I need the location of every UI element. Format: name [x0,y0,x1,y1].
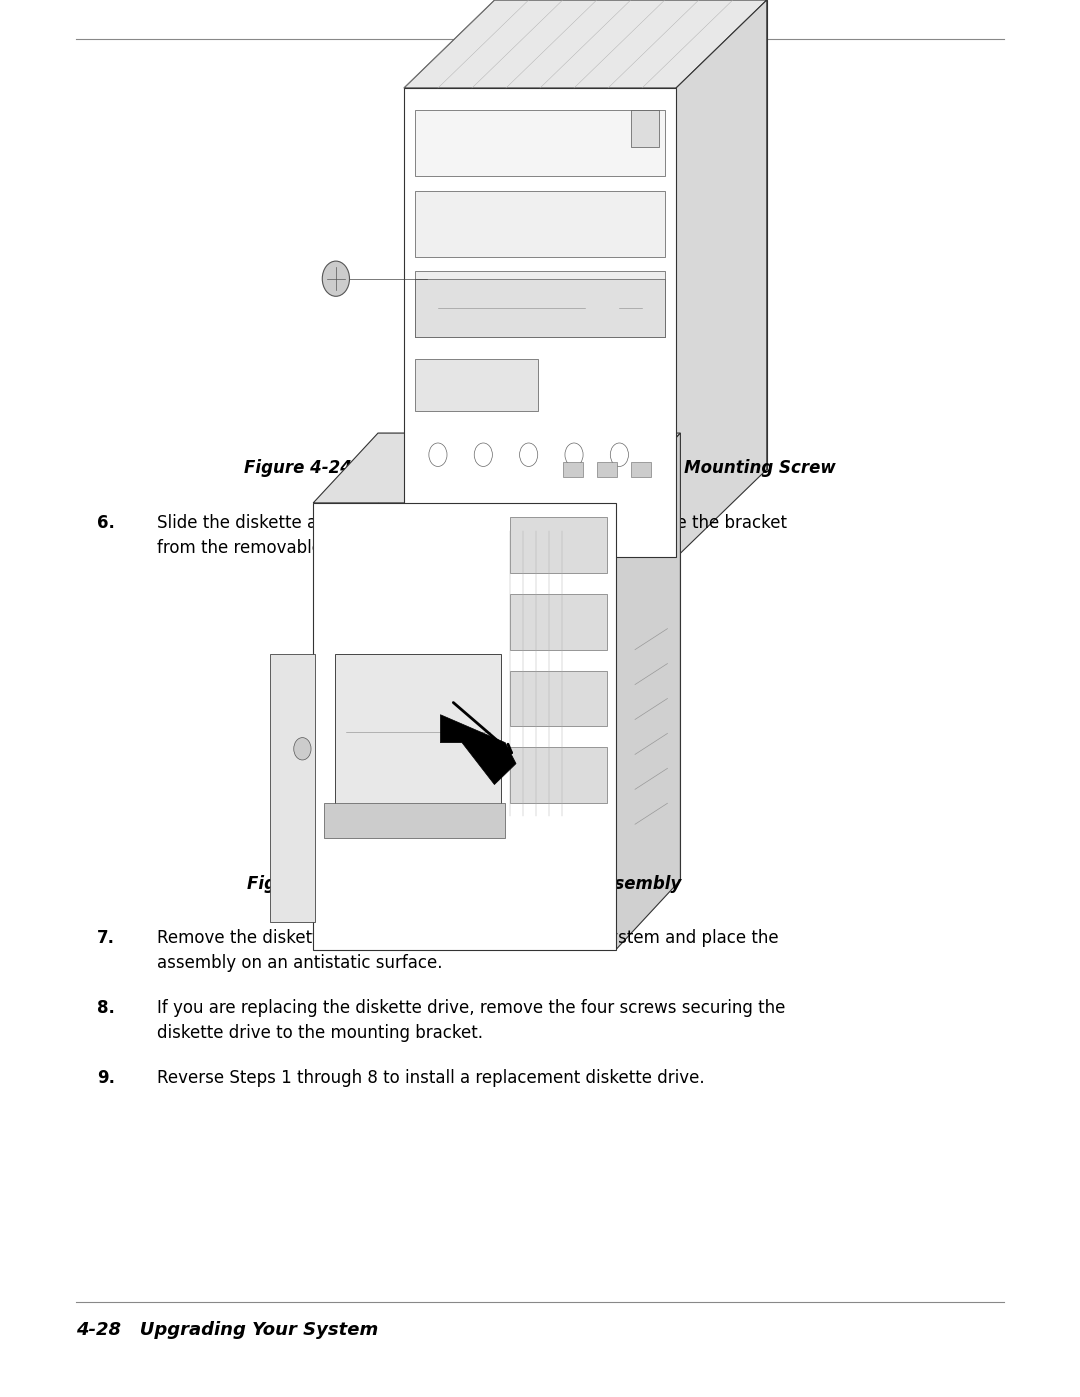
Text: Reverse Steps 1 through 8 to install a replacement diskette drive.: Reverse Steps 1 through 8 to install a r… [157,1069,704,1087]
Polygon shape [495,0,767,469]
Bar [510,671,607,726]
Bar [415,271,665,337]
Text: 8.: 8. [97,999,116,1017]
Bar [270,654,315,922]
Bar [631,110,659,147]
Bar [510,517,607,573]
Bar [415,190,665,257]
Bar [631,462,651,476]
Text: If you are replacing the diskette drive, remove the four screws securing the
dis: If you are replacing the diskette drive,… [157,999,785,1042]
Polygon shape [378,433,680,880]
FancyArrowPatch shape [454,703,512,753]
Bar [510,747,607,803]
Polygon shape [313,503,616,950]
Text: 7.: 7. [97,929,116,947]
Polygon shape [335,654,501,810]
Circle shape [294,738,311,760]
Polygon shape [404,0,767,88]
Polygon shape [313,433,680,503]
Text: 9.: 9. [97,1069,116,1087]
Bar [510,594,607,650]
Bar [563,462,583,476]
Bar [415,110,665,176]
Bar [324,803,505,838]
Text: Remove the diskette and mounting bracket from the system and place the
assembly : Remove the diskette and mounting bracket… [157,929,779,972]
Text: 4-28   Upgrading Your System: 4-28 Upgrading Your System [76,1322,378,1338]
Polygon shape [404,88,676,557]
Polygon shape [441,715,516,785]
Text: Figure 4-25.  Removing the Diskette Assembly: Figure 4-25. Removing the Diskette Assem… [247,876,681,893]
Bar [597,462,617,476]
Text: 6.: 6. [97,514,116,532]
Bar [415,279,665,337]
Polygon shape [616,433,680,950]
Text: Slide the diskette assembly to the rear of the system to release the bracket
fro: Slide the diskette assembly to the rear … [157,514,786,557]
Bar [415,359,538,411]
Circle shape [322,261,350,296]
Text: Figure 4-24.  Removing the Diskette Assembly Mounting Screw: Figure 4-24. Removing the Diskette Assem… [244,460,836,476]
Polygon shape [676,0,767,557]
